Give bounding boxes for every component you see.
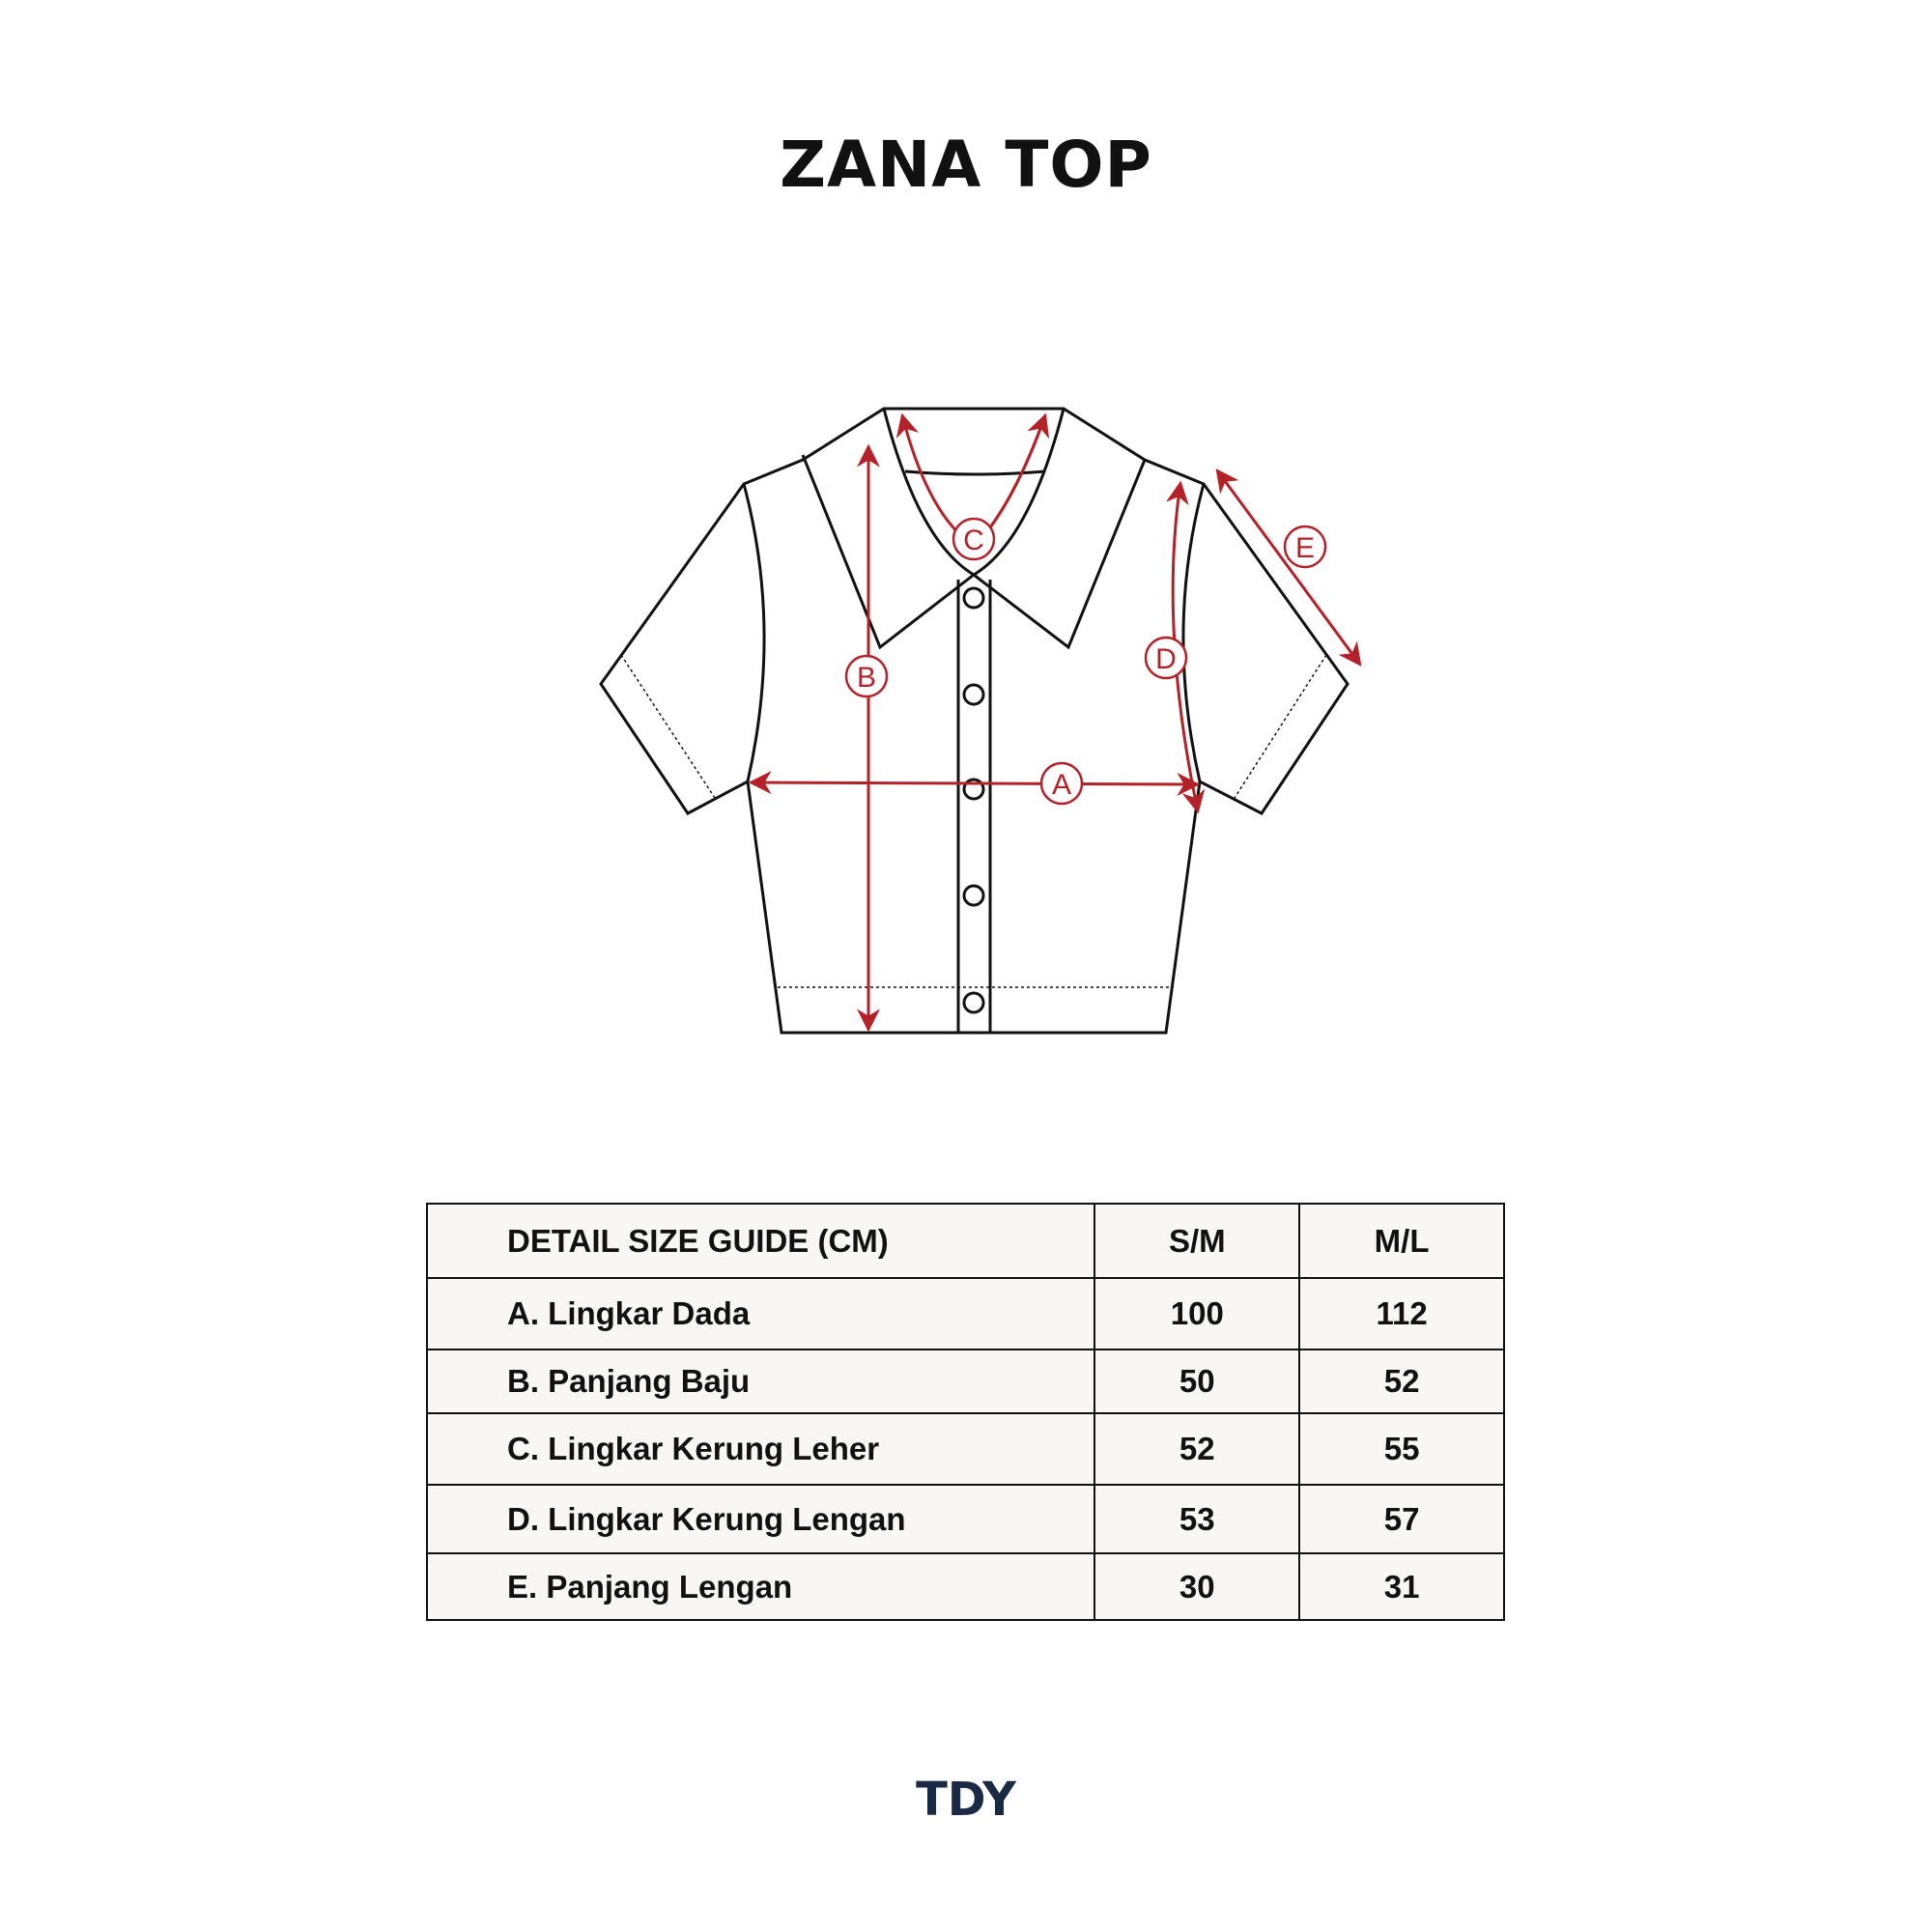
label-a: A	[1052, 769, 1071, 801]
label-e: E	[1295, 532, 1315, 564]
measure-labels	[844, 517, 1327, 806]
shirt-outline	[599, 407, 1350, 1035]
row-ml: 57	[1298, 1484, 1505, 1554]
row-ml: 52	[1298, 1349, 1505, 1414]
row-label: C. Lingkar Kerung Leher	[425, 1412, 1096, 1486]
table-row: C. Lingkar Kerung Leher 52 55	[425, 1412, 1505, 1486]
row-label: D. Lingkar Kerung Lengan	[425, 1484, 1096, 1554]
table-header-row: DETAIL SIZE GUIDE (CM) S/M M/L	[425, 1203, 1505, 1279]
back-neck	[904, 469, 1046, 476]
row-label: B. Panjang Baju	[425, 1349, 1096, 1414]
label-d-circle	[1144, 636, 1188, 680]
size-guide-table: DETAIL SIZE GUIDE (CM) S/M M/L A. Lingka…	[425, 1203, 1505, 1621]
row-ml: 112	[1298, 1277, 1505, 1350]
button	[962, 683, 985, 706]
row-sm: 100	[1094, 1277, 1301, 1350]
row-label: E. Panjang Lengan	[425, 1552, 1096, 1621]
button	[962, 884, 985, 907]
label-b: B	[857, 662, 876, 694]
brand-logo: TDY	[916, 1773, 1016, 1827]
placket	[956, 580, 992, 1033]
row-sm: 50	[1094, 1349, 1301, 1414]
table-row: B. Panjang Baju 50 52	[425, 1349, 1505, 1414]
collar-left	[801, 454, 975, 650]
table-row: E. Panjang Lengan 30 31	[425, 1552, 1505, 1621]
label-c: C	[963, 525, 984, 556]
button	[962, 586, 985, 610]
page-title: ZANA TOP	[780, 128, 1152, 202]
measure-d-line	[1165, 480, 1206, 814]
row-ml: 55	[1298, 1412, 1505, 1486]
label-c-circle	[952, 517, 996, 561]
row-ml: 31	[1298, 1552, 1505, 1621]
measure-e-line	[1215, 469, 1362, 667]
left-armhole	[742, 483, 766, 782]
right-armhole	[1181, 483, 1206, 782]
collar-right	[973, 459, 1147, 650]
shirt-body	[599, 407, 1350, 1035]
label-b-circle	[844, 654, 889, 698]
row-label: A. Lingkar Dada	[425, 1277, 1096, 1350]
table-row: D. Lingkar Kerung Lengan 53 57	[425, 1484, 1505, 1554]
buttons	[962, 586, 985, 1014]
stitch-lines	[620, 654, 1327, 988]
label-a-circle	[1039, 761, 1084, 806]
measurements	[748, 415, 1362, 1033]
label-d: D	[1155, 643, 1177, 675]
header-ml: M/L	[1298, 1203, 1505, 1279]
header-detail: DETAIL SIZE GUIDE (CM)	[425, 1203, 1096, 1279]
table-row: A. Lingkar Dada 100 112	[425, 1277, 1505, 1350]
header-sm: S/M	[1094, 1203, 1301, 1279]
row-sm: 53	[1094, 1484, 1301, 1554]
measure-a-line	[748, 771, 1201, 796]
button	[962, 991, 985, 1014]
row-sm: 52	[1094, 1412, 1301, 1486]
row-sm: 30	[1094, 1552, 1301, 1621]
label-e-circle	[1283, 525, 1327, 569]
